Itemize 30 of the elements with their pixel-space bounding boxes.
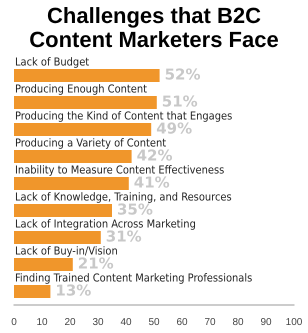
y-tick-label: Producing the Kind of Content that Engages	[15, 109, 232, 122]
bar	[14, 204, 112, 217]
y-tick-label: Producing Enough Content	[15, 82, 148, 96]
y-tick-label: Lack of Buy-in/Vision	[15, 244, 118, 258]
y-tick-label: Inability to Measure Content Effectiveness	[15, 163, 224, 176]
x-tick-label: 20	[64, 316, 76, 328]
y-tick-label: Lack of Knowledge, Training, and Resources	[15, 190, 232, 204]
x-tick-label: 0	[11, 316, 18, 328]
bar	[14, 123, 152, 136]
x-tick-label: 30	[92, 316, 104, 328]
y-tick-label: Producing a Variety of Content	[15, 136, 166, 150]
bar	[14, 258, 73, 271]
x-tick-label: 10	[36, 316, 48, 328]
bar	[14, 231, 101, 244]
bar	[14, 285, 50, 298]
x-tick-label: 100	[286, 316, 303, 328]
x-tick-label: 70	[204, 316, 216, 328]
bar	[14, 96, 157, 109]
bar	[14, 150, 132, 163]
y-tick-label: Lack of Integration Across Marketing	[15, 217, 196, 230]
x-tick-label: 50	[148, 316, 160, 328]
bar	[14, 69, 160, 82]
x-tick-label: 60	[176, 316, 188, 328]
y-tick-label: Lack of Budget	[15, 55, 90, 68]
x-tick-label: 90	[260, 316, 272, 328]
x-tick-label: 80	[232, 316, 244, 328]
x-tick-label: 40	[120, 316, 132, 328]
bar	[14, 177, 129, 190]
chart-title: Challenges that B2C Content Marketers Face	[28, 2, 280, 54]
y-tick-label: Finding Trained Content Marketing Professionals	[15, 271, 252, 284]
